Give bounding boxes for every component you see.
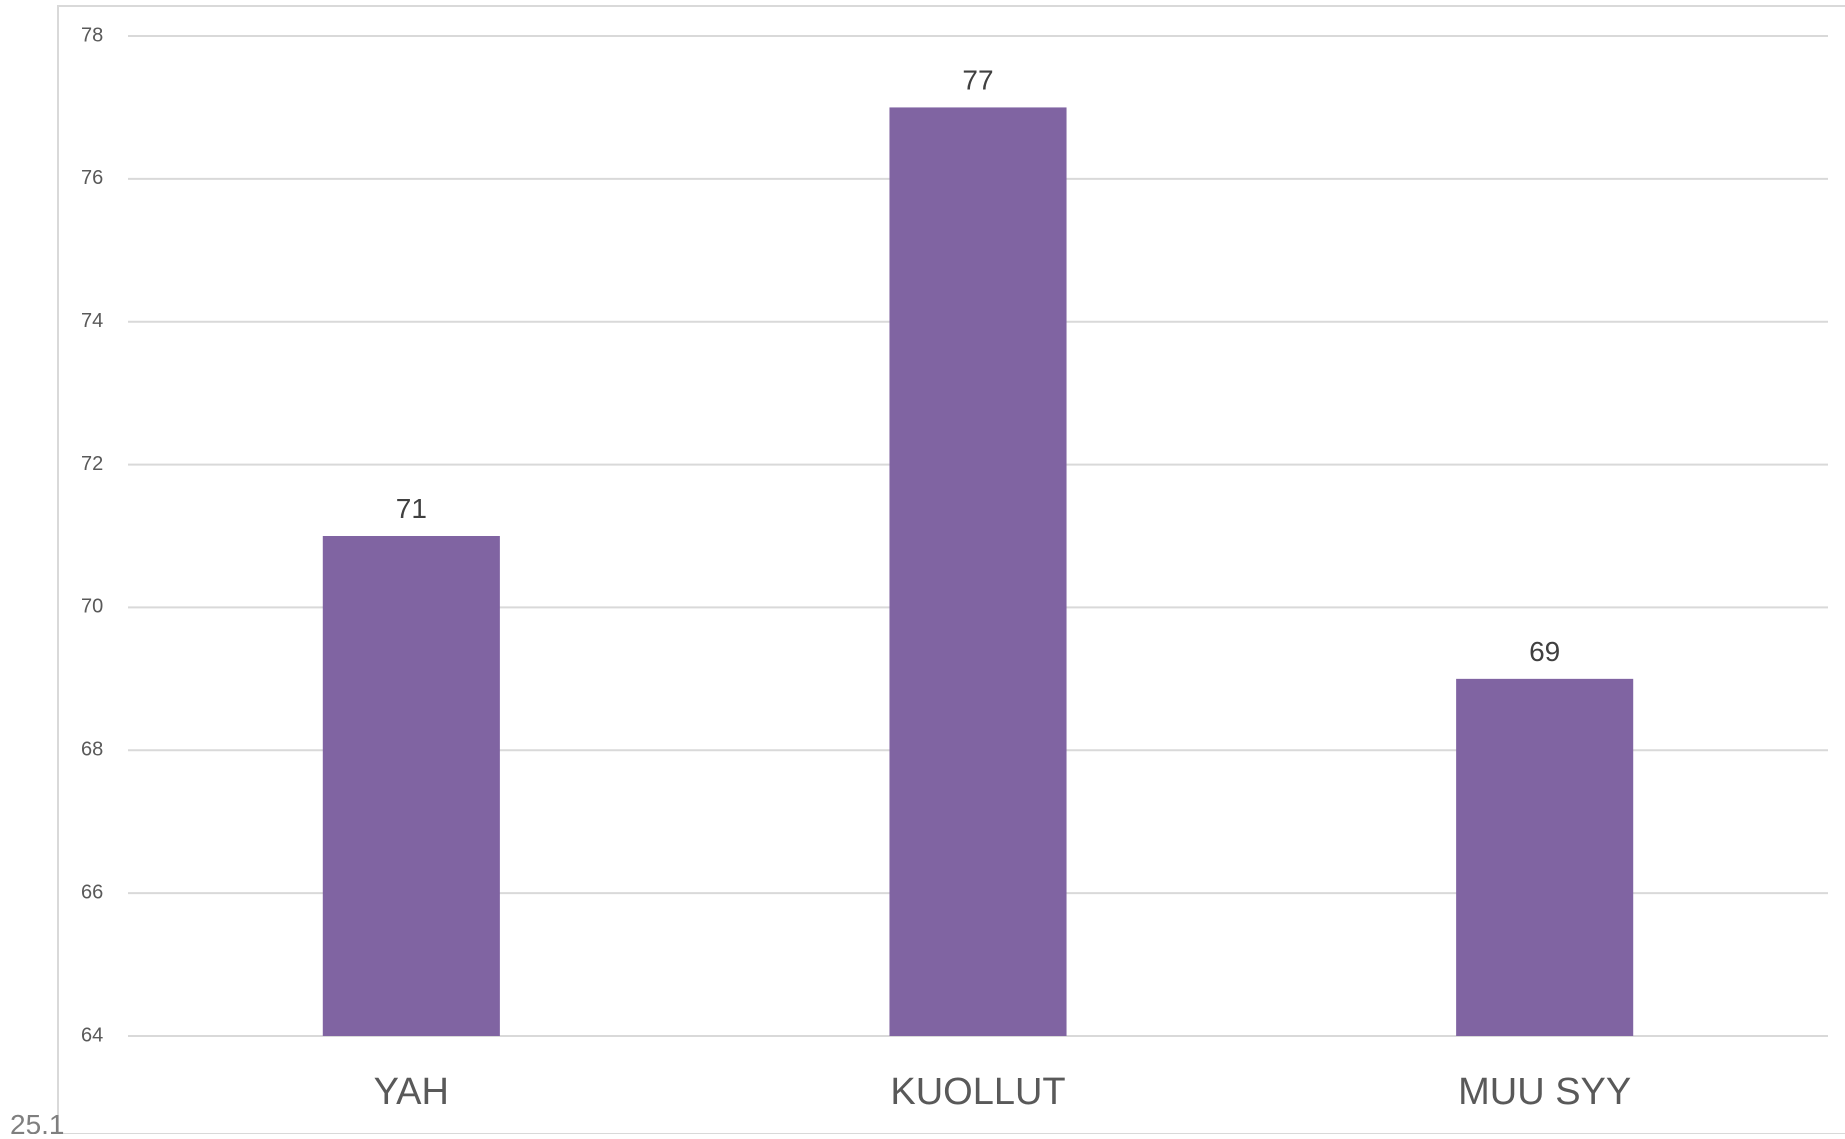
- footer-date: 25.1: [10, 1109, 65, 1134]
- bar: [1456, 678, 1634, 1036]
- y-tick-label: 64: [81, 1024, 103, 1046]
- x-axis-category-labels: YAH KUOLLUT MUU SYY: [374, 1071, 1632, 1113]
- x-category-label: YAH: [374, 1071, 449, 1113]
- y-tick-label: 72: [81, 453, 103, 475]
- bar-value-label: 71: [396, 493, 427, 524]
- y-tick-label: 76: [81, 167, 103, 189]
- y-tick-label: 70: [81, 596, 103, 618]
- x-category-label: KUOLLUT: [890, 1071, 1065, 1113]
- y-tick-label: 78: [81, 24, 103, 46]
- bar: [322, 536, 500, 1036]
- bar-value-label: 69: [1529, 636, 1560, 667]
- bar: [889, 107, 1067, 1036]
- bars: [322, 107, 1634, 1036]
- y-tick-label: 68: [81, 739, 103, 761]
- y-tick-label: 74: [81, 310, 103, 332]
- data-labels: 71 77 69: [396, 64, 1560, 666]
- y-tick-label: 66: [81, 881, 103, 903]
- x-category-label: MUU SYY: [1458, 1071, 1631, 1113]
- bar-value-label: 77: [962, 64, 993, 95]
- y-axis-tick-labels: 64 66 68 70 72 74 76 78: [81, 24, 103, 1046]
